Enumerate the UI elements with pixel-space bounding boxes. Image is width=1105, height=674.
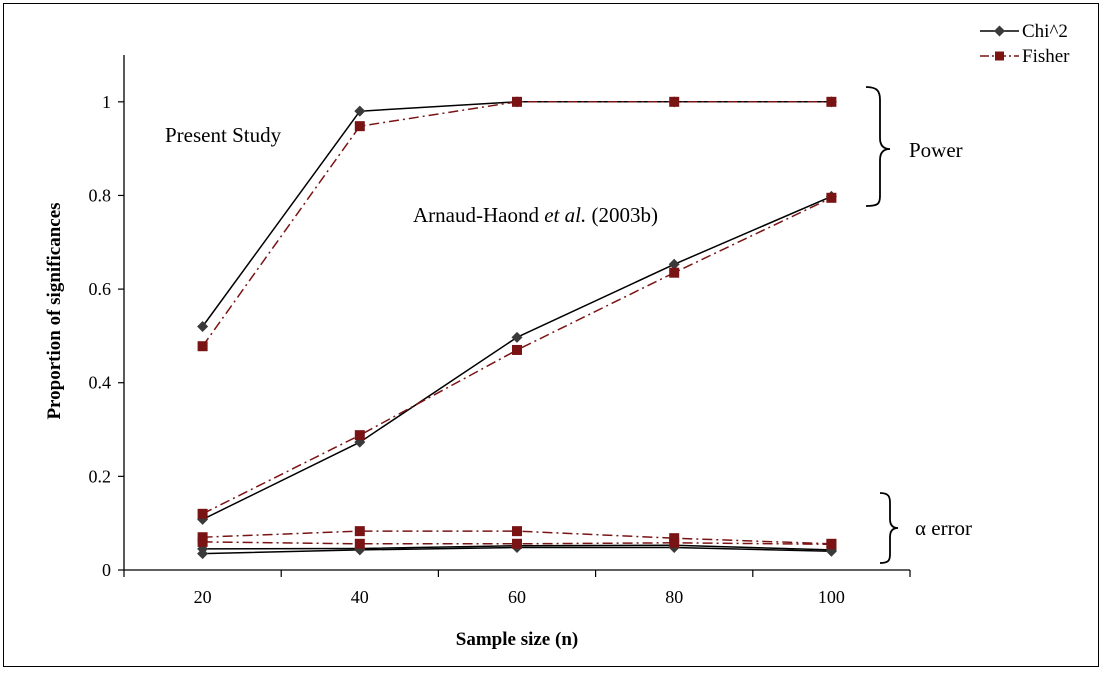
legend: Chi^2 Fisher (980, 21, 1070, 67)
y-tick-label: 0.8 (89, 185, 112, 205)
data-point (826, 192, 837, 203)
annotation-arnaud-haond: Arnaud-Haond et al. (2003b) (413, 203, 658, 227)
data-point (354, 121, 365, 132)
x-axis-label: Sample size (n) (456, 629, 578, 650)
data-point (512, 96, 522, 107)
tick-labels: 0 0.2 0.4 0.6 0.8 1 20 40 60 80 100 (89, 92, 845, 607)
data-point (669, 267, 680, 278)
y-axis-label: Proportion of significances (44, 202, 65, 419)
series-layer (197, 96, 837, 560)
data-point (668, 258, 680, 270)
data-point (512, 344, 522, 355)
annotation-arnaud-name: Arnaud-Haond (413, 203, 544, 227)
annotation-present-study: Present Study (165, 123, 282, 147)
data-point (826, 538, 837, 549)
legend-chi-marker (994, 25, 1005, 37)
y-tick-label: 0.6 (89, 279, 112, 299)
series-fisher (197, 192, 837, 519)
data-point (669, 96, 680, 107)
alpha-error-brace (879, 492, 899, 564)
y-tick-label: 0.2 (89, 466, 112, 486)
data-point (511, 331, 523, 343)
x-tick-label: 60 (508, 587, 526, 607)
data-point (197, 532, 208, 543)
chart-frame (3, 3, 1099, 667)
y-tick-label: 1 (102, 92, 111, 112)
x-tick-label: 40 (351, 587, 369, 607)
data-point (512, 526, 522, 537)
series-fisher (197, 96, 837, 352)
y-tick-label: 0 (102, 560, 111, 580)
x-tick-label: 100 (818, 587, 845, 607)
data-point (826, 96, 837, 107)
data-point (354, 430, 365, 441)
annotation-arnaud-etal: et al. (544, 203, 586, 227)
legend-chi-label: Chi^2 (1022, 21, 1068, 42)
data-point (354, 105, 366, 117)
legend-fisher-marker (995, 51, 1004, 61)
data-point (354, 526, 365, 537)
y-tick-label: 0.4 (89, 373, 112, 393)
annotation-arnaud-year: (2003b) (586, 203, 658, 227)
axes (123, 55, 910, 571)
legend-fisher-label: Fisher (1022, 46, 1070, 67)
series-line (202, 195, 832, 521)
tick-marks (118, 101, 911, 577)
annotation-alpha-error: α error (915, 516, 972, 540)
data-point (197, 321, 209, 333)
data-point (669, 533, 680, 544)
power-brace (865, 86, 891, 207)
data-point (354, 538, 365, 549)
series-fisher (197, 526, 837, 549)
series-line (202, 197, 832, 515)
annotation-power: Power (909, 138, 963, 162)
x-tick-label: 80 (665, 587, 683, 607)
data-point (197, 508, 208, 519)
data-point (512, 538, 522, 549)
x-tick-label: 20 (194, 587, 212, 607)
data-point (197, 341, 208, 352)
